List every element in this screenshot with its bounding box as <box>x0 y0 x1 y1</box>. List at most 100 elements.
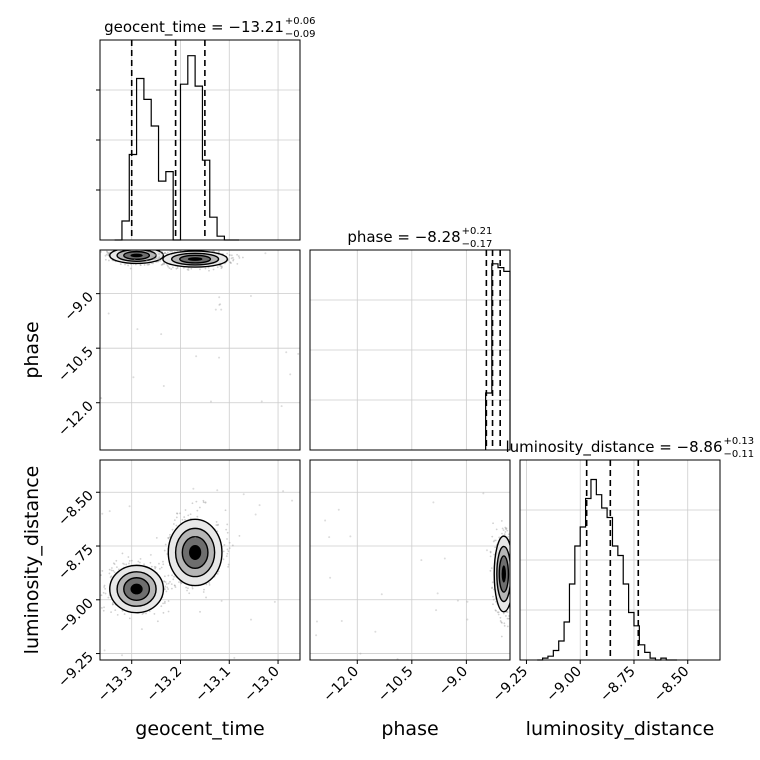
scatter-point <box>110 611 112 614</box>
scatter-point <box>502 612 505 615</box>
scatter-point <box>186 268 189 271</box>
scatter-point <box>506 529 509 532</box>
scatter-point <box>208 583 211 586</box>
scatter-point <box>514 561 516 563</box>
scatter-point <box>139 264 142 267</box>
scatter-point <box>198 506 201 509</box>
scatter-point <box>109 247 111 249</box>
scatter-point <box>163 575 166 578</box>
histogram-luminosity_distance <box>537 478 677 661</box>
scatter-point <box>184 509 187 511</box>
scatter-point <box>504 527 507 530</box>
outlier-point <box>374 630 377 633</box>
scatter-point <box>227 563 230 566</box>
scatter-point <box>111 603 114 606</box>
scatter-point <box>128 560 131 562</box>
axes-diag-luminosity_distance <box>519 459 721 661</box>
contour-line <box>171 252 220 266</box>
scatter-point <box>160 566 163 569</box>
scatter-point <box>232 259 235 262</box>
scatter-point <box>230 254 233 257</box>
scatter-point <box>100 250 102 253</box>
scatter-point <box>164 252 166 255</box>
scatter-point <box>89 259 91 261</box>
title-luminosity_distance-minus: −0.11 <box>724 449 755 460</box>
outlier-point <box>436 592 439 595</box>
scatter-point <box>164 600 166 603</box>
scatter-point <box>159 251 162 254</box>
scatter-point <box>117 568 120 571</box>
title-geocent_time-plus: +0.06 <box>285 16 316 27</box>
axes-geocent_time-luminosity_distance <box>99 459 301 661</box>
outlier-point <box>204 501 207 504</box>
scatter-point <box>158 258 160 261</box>
scatter-point <box>113 571 116 574</box>
scatter-point <box>512 582 514 584</box>
scatter-point <box>169 533 171 536</box>
scatter-point <box>230 262 232 264</box>
y-tick-label-phase-0: −12.0 <box>55 398 97 440</box>
scatter-point <box>163 263 166 265</box>
scatter-point <box>162 611 165 614</box>
scatter-point <box>511 600 513 602</box>
scatter-point <box>186 589 188 592</box>
outlier-point <box>195 355 198 358</box>
scatter-point <box>202 248 204 250</box>
contour-line <box>109 250 165 265</box>
x-axis-label-phase: phase <box>381 718 438 740</box>
scatter-point <box>202 591 205 593</box>
outlier-point <box>254 513 257 516</box>
outlier-point <box>162 384 165 387</box>
scatter-point <box>511 597 513 599</box>
scatter-point <box>182 266 185 269</box>
scatter-point <box>167 536 170 539</box>
scatter-point <box>228 254 231 256</box>
scatter-point <box>171 574 173 577</box>
scatter-point <box>232 258 235 261</box>
outlier-point <box>128 505 131 508</box>
scatter-point <box>203 588 205 591</box>
scatter-point <box>143 563 145 566</box>
scatter-point <box>106 252 109 254</box>
scatter-point <box>164 543 167 546</box>
scatter-point <box>222 550 225 553</box>
scatter-point <box>499 620 502 622</box>
scatter-point <box>101 607 103 609</box>
scatter-point <box>492 598 495 601</box>
scatter-point <box>91 570 93 572</box>
scatter-point <box>167 610 170 613</box>
outlier-point <box>258 504 261 507</box>
scatter-point <box>112 562 115 565</box>
outlier-point <box>219 303 222 306</box>
scatter-point <box>167 574 170 577</box>
scatter-point <box>115 566 118 568</box>
scatter-point <box>171 250 173 253</box>
scatter-point <box>506 611 509 614</box>
scatter-point <box>154 257 157 260</box>
scatter-point <box>511 584 513 586</box>
scatter-point <box>226 531 229 534</box>
scatter-point <box>226 548 229 551</box>
scatter-point <box>176 512 179 515</box>
scatter-point <box>145 247 147 249</box>
density-level-3 <box>189 544 202 561</box>
scatter-point <box>236 263 239 265</box>
y-axis-label-phase: phase <box>21 321 43 378</box>
scatter-point <box>152 258 155 261</box>
scatter-point <box>154 253 157 256</box>
scatter-point <box>175 267 178 270</box>
scatter-point <box>205 583 208 586</box>
scatter-point <box>171 528 174 531</box>
scatter-point <box>220 265 223 268</box>
scatter-point <box>183 516 186 518</box>
outlier-point <box>432 501 435 504</box>
scatter-point <box>129 267 132 270</box>
outlier-point <box>420 559 423 562</box>
scatter-point <box>158 257 160 260</box>
scatter-point <box>512 567 514 569</box>
title-phase: phase = −8.28 <box>347 228 460 246</box>
scatter-point <box>513 562 515 564</box>
outlier-point <box>220 599 223 602</box>
scatter-point <box>199 268 201 271</box>
scatter-point <box>498 536 501 539</box>
